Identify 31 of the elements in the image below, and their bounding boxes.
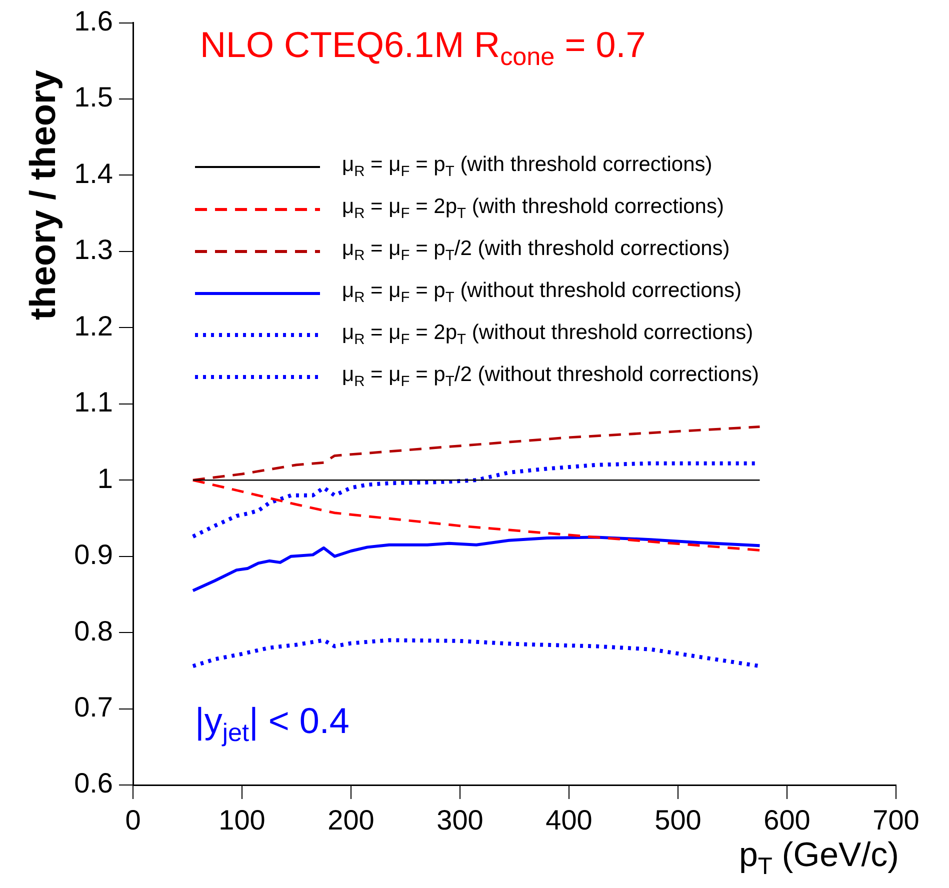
x-tick-label: 200 (328, 804, 374, 836)
y-tick-label: 1 (97, 462, 113, 494)
y-tick-label: 1.3 (74, 234, 113, 266)
legend-label: μ$_{R}$ = μ$_{F}$ = 2p$_{T}$ (with threshold corrections) (342, 195, 724, 223)
y-tick-label: 1.1 (74, 386, 113, 418)
x-tick-label: 400 (546, 804, 592, 836)
y-tick-label: 1.5 (74, 82, 113, 113)
y-tick-label: 1.6 (74, 6, 113, 37)
x-tick-label: 600 (764, 804, 810, 836)
annotation: |y$_{jet}$| < 0.4 (195, 700, 350, 748)
x-axis-title: p$_{T}$ (GeV/c) (738, 836, 899, 881)
y-tick-label: 1.2 (74, 310, 113, 342)
x-tick-label: 0 (125, 804, 141, 836)
legend-label: μ$_{R}$ = μ$_{F}$ = 2p$_{T}$ (without threshold corrections) (342, 321, 754, 349)
x-tick-label: 100 (218, 804, 266, 836)
y-tick-label: 1.4 (74, 158, 113, 189)
y-tick-label: 0.6 (74, 768, 113, 799)
legend-label: μ$_{R}$ = μ$_{F}$ = p$_{T}$ (without threshold corrections) (342, 279, 742, 307)
line-series (192, 426, 761, 482)
x-tick-label: 500 (654, 804, 702, 836)
y-axis-title: theory / theory (22, 70, 64, 320)
legend-label: μ$_{R}$ = μ$_{F}$ = p$_{T}$/2 (without threshold corrections) (342, 363, 759, 391)
y-tick-label: 0.8 (74, 615, 113, 646)
y-tick-label: 0.9 (74, 539, 113, 570)
legend-label: μ$_{R}$ = μ$_{F}$ = p$_{T}$/2 (with threshold corrections) (342, 237, 730, 265)
line-series (192, 478, 761, 552)
legend-label: μ$_{R}$ = μ$_{F}$ = p$_{T}$ (with threshold corrections) (342, 153, 712, 181)
x-tick-label: 700 (872, 804, 920, 836)
y-tick-label: 0.7 (74, 692, 113, 722)
x-tick-label: 300 (436, 804, 484, 836)
chart-title: NLO CTEQ6.1M R$_{cone}$ = 0.7 (200, 24, 646, 72)
